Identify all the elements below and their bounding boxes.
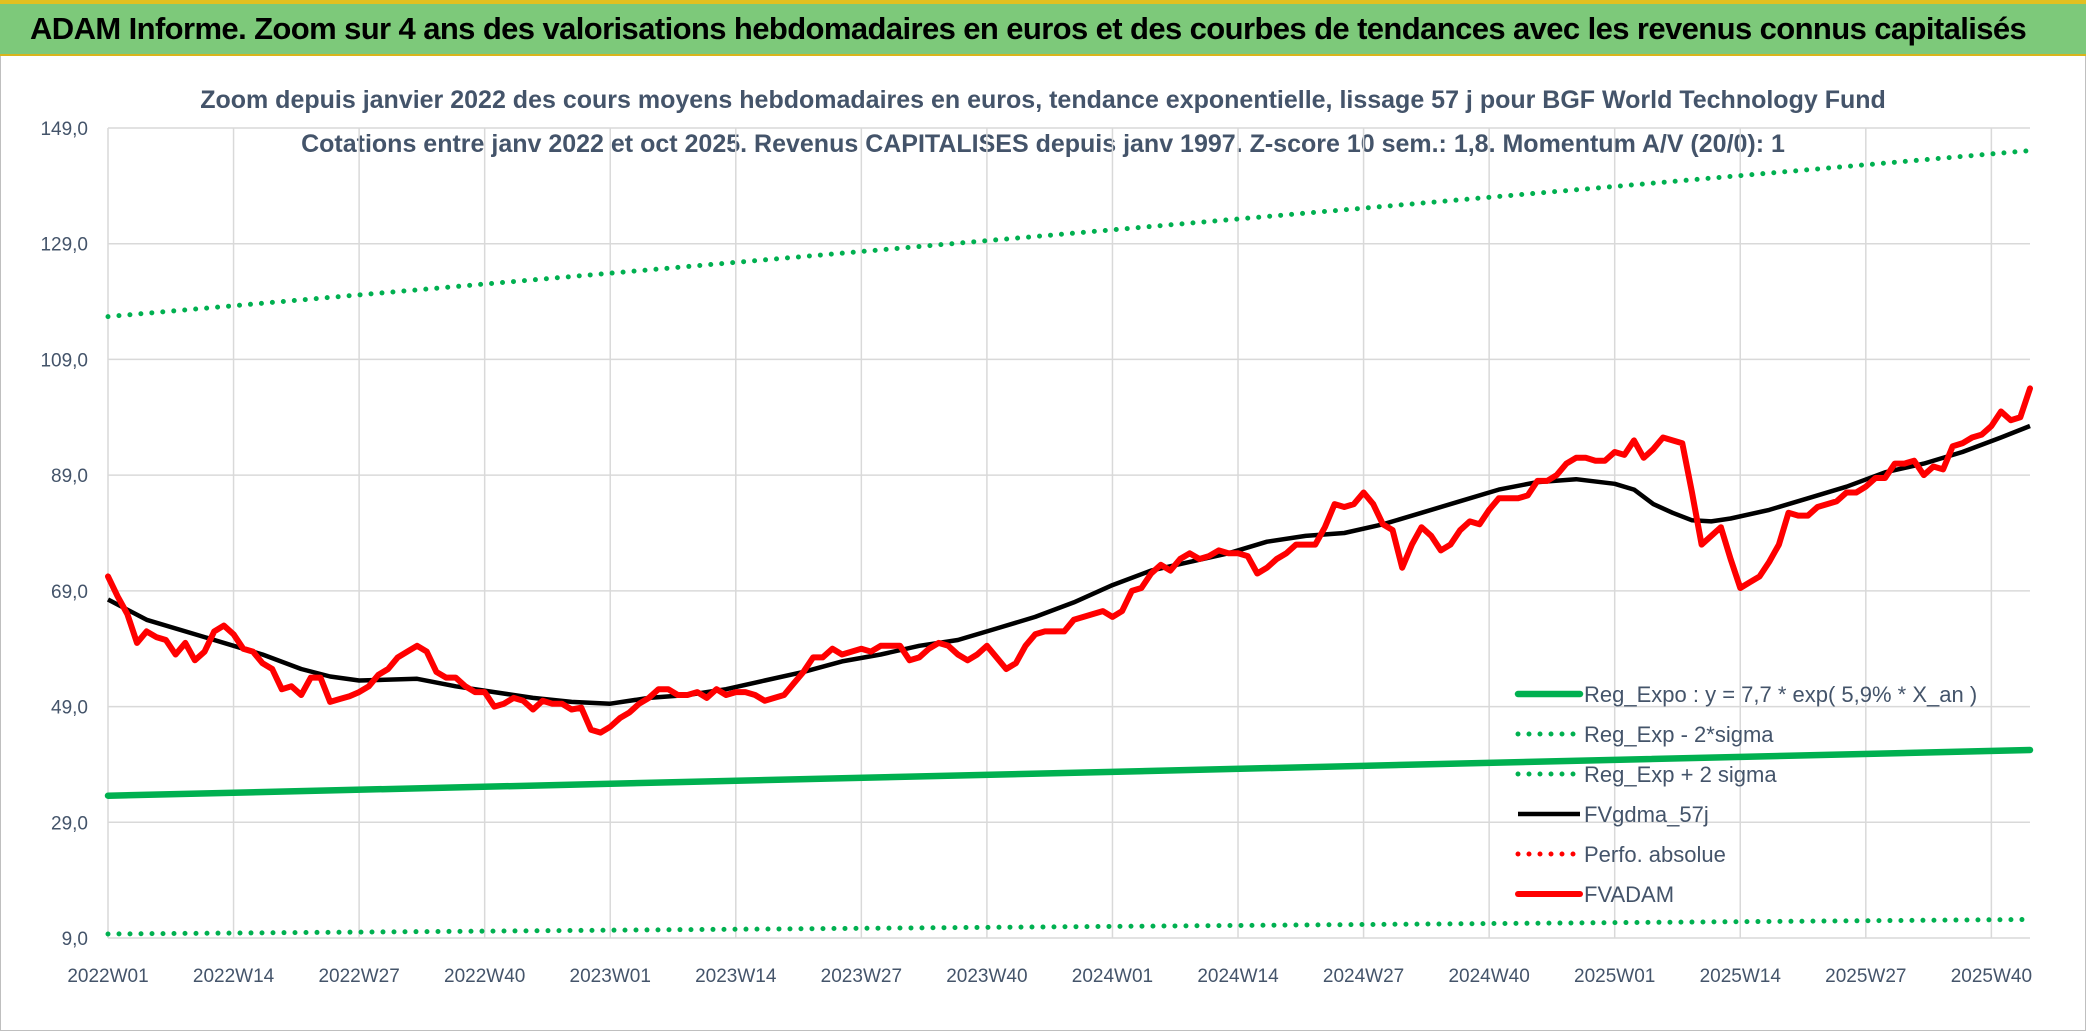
legend-label: Perfo. absolue [1584,842,1726,867]
x-tick-label: 2023W01 [570,966,651,987]
x-tick-label: 2023W40 [946,966,1027,987]
chart-area: Zoom depuis janvier 2022 des cours moyen… [0,56,2086,1031]
y-tick-label: 149,0 [40,119,88,140]
legend-item: Reg_Exp + 2 sigma [1515,762,1777,787]
legend-label: Reg_Expo : y = 7,7 * exp( 5,9% * X_an ) [1584,682,1977,707]
x-axis-ticks: 2022W01 2022W14 2022W27 2022W40 2023W01 2023W… [67,966,2032,987]
legend-item: Reg_Exp - 2*sigma [1515,722,1774,747]
x-tick-label: 2024W40 [1448,966,1529,987]
y-tick-label: 109,0 [40,350,88,371]
x-tick-label: 2024W01 [1072,966,1153,987]
y-tick-label: 29,0 [51,813,88,834]
legend-label: FVgdma_57j [1584,802,1709,827]
legend-label: Reg_Exp + 2 sigma [1584,762,1777,787]
series-lines [104,148,2034,937]
grid [107,127,2030,939]
legend-item: Perfo. absolue [1515,842,1726,867]
x-tick-label: 2024W14 [1197,966,1279,987]
series-line-reg-expo-y-7-7-exp-5-9-x-an [104,746,2034,799]
x-tick-label: 2024W27 [1323,966,1404,987]
line-chart: Zoom depuis janvier 2022 des cours moyen… [40,86,2034,987]
y-tick-label: 129,0 [40,235,88,256]
legend-item: Reg_Expo : y = 7,7 * exp( 5,9% * X_an ) [1514,682,1977,707]
x-tick-label: 2022W14 [193,966,275,987]
x-tick-label: 2023W14 [695,966,777,987]
series-line-reg-exp-2-sigma [105,917,2033,937]
y-tick-label: 89,0 [51,466,88,487]
x-tick-label: 2022W01 [67,966,148,987]
y-tick-label: 9,0 [62,929,88,950]
legend-label: Reg_Exp - 2*sigma [1584,722,1774,747]
x-tick-label: 2025W01 [1574,966,1655,987]
legend-item: FVADAM [1515,882,1674,907]
legend-item: FVgdma_57j [1518,802,1709,827]
legend-label: FVADAM [1584,882,1674,907]
x-tick-label: 2025W40 [1951,966,2032,987]
x-tick-label: 2022W40 [444,966,525,987]
y-axis-ticks: 149,0 129,0 109,0 89,0 69,0 49,0 29,0 9,0 [40,119,88,950]
chart-subtitle: Cotations entre janv 2022 et oct 2025. R… [301,130,1785,158]
header-banner: ADAM Informe. Zoom sur 4 ans des valoris… [0,0,2086,56]
legend: Reg_Expo : y = 7,7 * exp( 5,9% * X_an ) R… [1514,682,1977,907]
x-tick-label: 2025W27 [1825,966,1906,987]
x-tick-label: 2023W27 [821,966,902,987]
x-tick-label: 2022W27 [318,966,399,987]
series-line-reg-exp-2-sigma [105,148,2033,320]
series-line-fvadam [105,385,2033,736]
page-title: ADAM Informe. Zoom sur 4 ans des valoris… [30,11,2027,46]
chart-title: Zoom depuis janvier 2022 des cours moyen… [200,86,1886,114]
y-tick-label: 49,0 [51,698,88,719]
x-tick-label: 2025W14 [1700,966,1782,987]
y-tick-label: 69,0 [51,582,88,603]
